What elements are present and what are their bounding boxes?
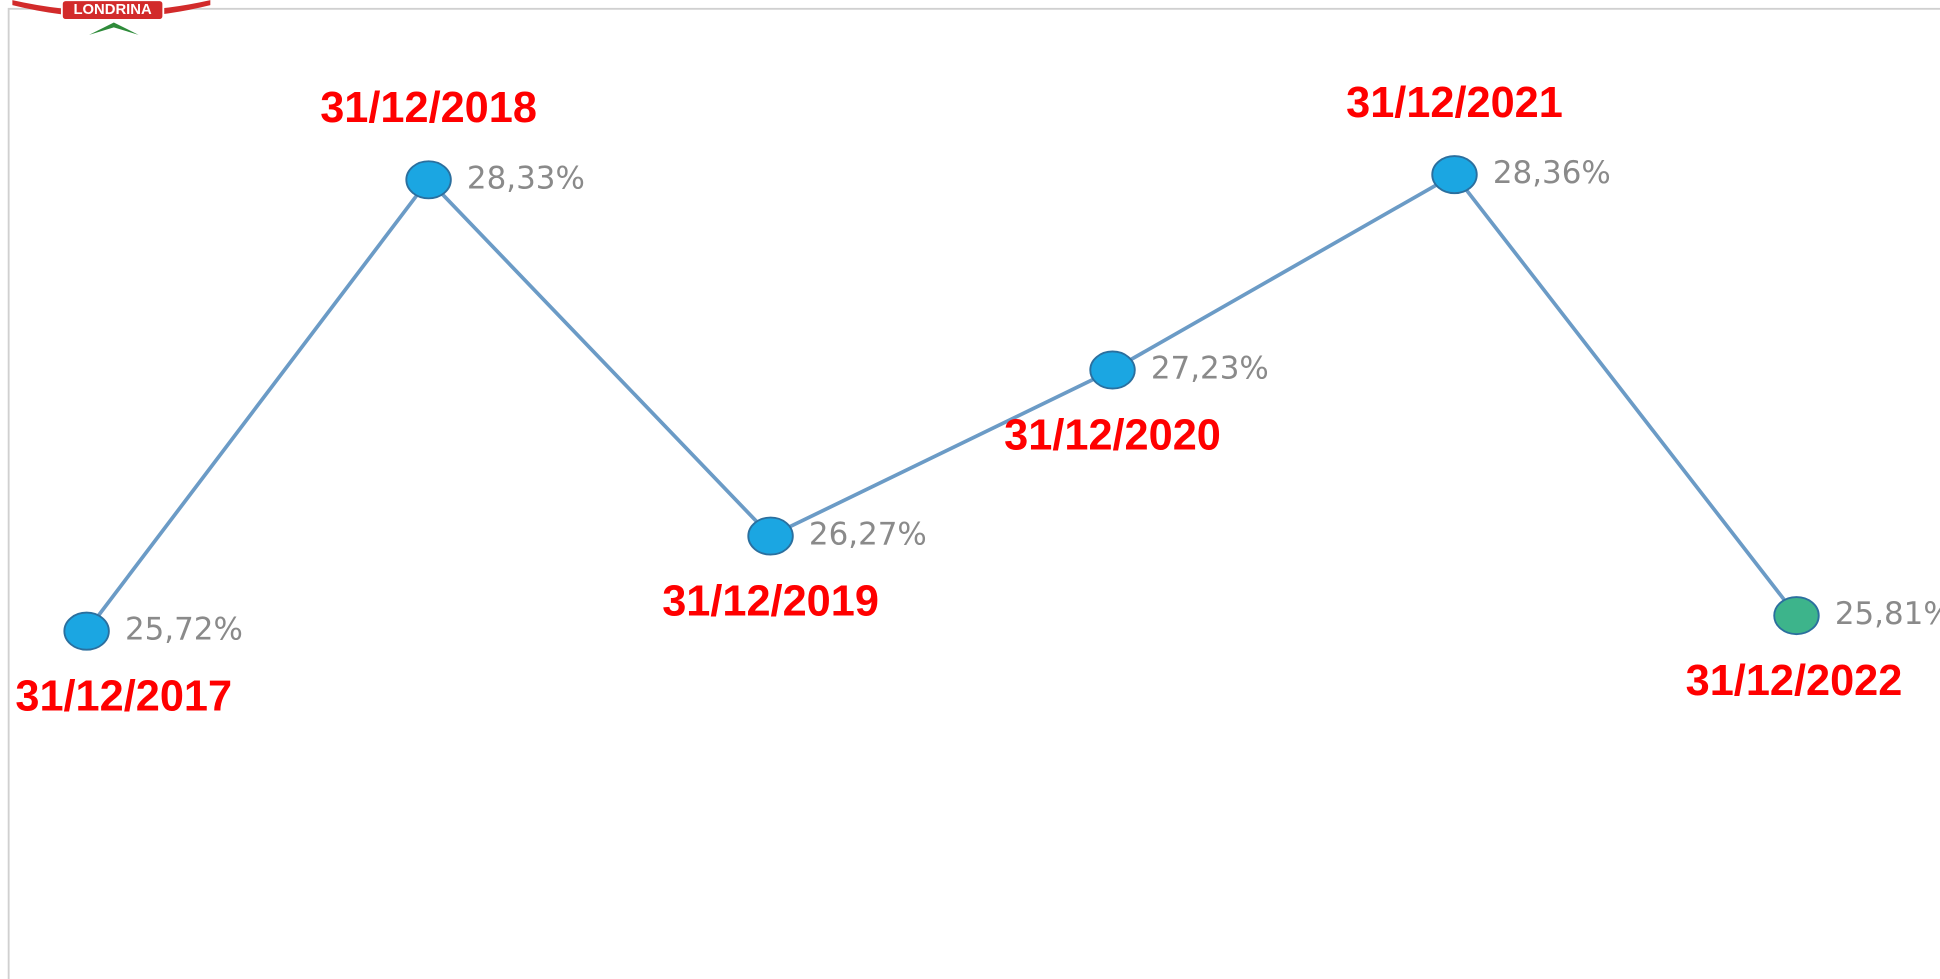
point <box>63 611 110 651</box>
value-label: 28,36% <box>1493 155 1611 191</box>
value-label: 28,33% <box>467 160 585 196</box>
logo-text: LONDRINA <box>73 2 152 18</box>
date-label: 31/12/2020 <box>1004 412 1221 460</box>
logo: LONDRINA <box>12 0 211 35</box>
point <box>1773 596 1820 636</box>
logo-plate <box>60 0 165 21</box>
value-label: 26,27% <box>809 517 927 553</box>
date-label: 31/12/2022 <box>1686 657 1903 705</box>
value-label: 27,23% <box>1151 351 1269 387</box>
line <box>85 172 1798 633</box>
date-label: 31/12/2021 <box>1346 79 1563 127</box>
point <box>405 160 452 200</box>
value-label: 25,81% <box>1835 596 1940 632</box>
point <box>1089 350 1136 390</box>
point <box>1431 155 1478 195</box>
value-label: 25,72% <box>125 612 243 648</box>
logo-leaves <box>89 22 139 35</box>
date-label: 31/12/2017 <box>15 673 232 721</box>
date-label: 31/12/2018 <box>320 84 537 132</box>
point <box>747 516 794 556</box>
date-label: 31/12/2019 <box>662 578 879 626</box>
plot-frame <box>7 7 1940 979</box>
